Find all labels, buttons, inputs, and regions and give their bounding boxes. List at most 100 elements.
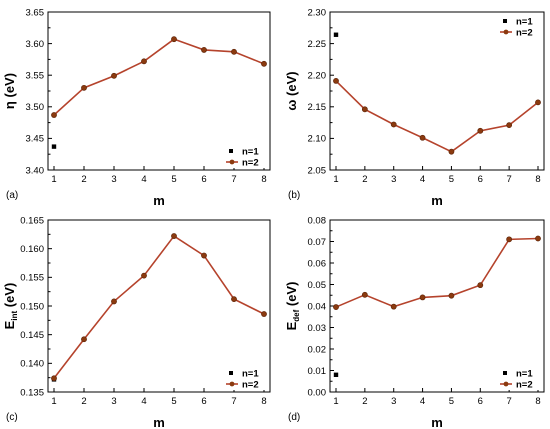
x-tick-label: 1	[51, 174, 56, 185]
data-point-n2	[419, 134, 426, 141]
y-tick-label: 0.150	[20, 301, 44, 312]
chart-panel-a: 3.40 3.45 3.50 3.55 3.60 3.65 1 2 3 4 5 6 7 8 m η (eV) (…	[2, 7, 271, 208]
series-line-n2	[335, 237, 539, 308]
data-point-n2	[141, 58, 147, 65]
y-tick-label: 0.00	[308, 387, 327, 398]
data-point-n2	[81, 336, 87, 343]
x-tick-label: 4	[420, 396, 425, 407]
x-tick-label: 8	[261, 396, 266, 407]
x-tick-label: 7	[231, 174, 236, 185]
y-tick-label: 0.05	[308, 280, 327, 291]
panel-letter: (a)	[6, 190, 18, 201]
data-point-n1	[333, 32, 339, 37]
data-point-n2	[51, 375, 57, 382]
x-tick-label: 7	[231, 396, 236, 407]
y-tick-label: 2.20	[308, 71, 327, 82]
y-axis-title: Edef (eV)	[284, 282, 301, 331]
y-tick-label: 3.55	[26, 71, 45, 82]
data-point-n2	[419, 294, 426, 301]
y-tick-label: 0.135	[20, 387, 44, 398]
x-tick-label: 2	[362, 396, 367, 407]
legend-label-n1: n=1	[516, 17, 533, 28]
x-tick-label: 5	[171, 396, 176, 407]
x-tick-label: 7	[506, 396, 511, 407]
x-axis-title: m	[431, 415, 443, 429]
legend-label-n1: n=1	[516, 369, 533, 380]
legend-label-n2: n=2	[516, 28, 533, 39]
data-point-n2	[111, 72, 117, 79]
x-tick-label: 1	[51, 396, 56, 407]
y-tick-label: 0.155	[20, 273, 44, 284]
data-point-n2	[81, 84, 87, 91]
y-tick-label: 0.160	[20, 244, 44, 255]
x-axis-title: m	[153, 415, 165, 429]
legend-marker-n2	[229, 159, 235, 165]
legend-marker-n2	[503, 29, 509, 35]
y-tick-label: 2.15	[308, 102, 327, 113]
y-tick-label: 0.03	[308, 323, 327, 334]
panel-letter: (c)	[6, 412, 18, 423]
x-tick-label: 4	[141, 396, 146, 407]
legend-marker-n1	[503, 371, 507, 375]
data-point-n2	[333, 77, 339, 84]
data-point-n2	[506, 122, 513, 129]
y-tick-label: 0.04	[308, 301, 327, 312]
data-point-n2	[231, 296, 237, 303]
data-point-n2	[201, 47, 207, 53]
legend-label-n1: n=1	[242, 147, 259, 158]
x-tick-label: 1	[333, 174, 338, 185]
data-point-n2	[201, 252, 207, 259]
data-point-n2	[111, 298, 117, 305]
y-tick-label: 0.140	[20, 359, 44, 370]
y-tick-label: 0.06	[308, 258, 327, 269]
legend: n=1n=2	[498, 14, 542, 39]
data-point-n2	[477, 282, 484, 289]
y-tick-label: 3.40	[26, 165, 45, 176]
legend-label-n1: n=1	[242, 369, 259, 380]
y-tick-label: 3.60	[26, 39, 45, 50]
data-point-n1	[333, 372, 339, 377]
legend-marker-n1	[229, 149, 233, 153]
y-tick-label: 2.10	[308, 134, 327, 145]
legend-marker-n2	[503, 381, 509, 387]
data-point-n2	[51, 112, 57, 118]
legend-label-n2: n=2	[242, 158, 259, 169]
data-point-n2	[535, 235, 541, 242]
x-tick-label: 6	[201, 174, 206, 185]
x-tick-label: 6	[201, 396, 206, 407]
legend-label-n2: n=2	[242, 380, 259, 391]
y-tick-label: 3.50	[26, 102, 45, 113]
x-tick-label: 5	[449, 174, 454, 185]
y-axis-title: η (eV)	[2, 73, 17, 109]
data-point-n2	[390, 121, 397, 128]
y-tick-label: 0.165	[20, 215, 44, 226]
legend-marker-n1	[503, 19, 507, 23]
data-point-n2	[448, 292, 455, 299]
data-point-n2	[390, 303, 397, 310]
data-point-n2	[333, 304, 339, 310]
series-line-n2	[53, 38, 265, 116]
x-axis-title: m	[431, 193, 443, 208]
x-tick-label: 8	[535, 396, 540, 407]
y-tick-label: 2.25	[308, 39, 327, 50]
panel-letter: (b)	[288, 190, 300, 201]
data-point-n2	[171, 233, 177, 239]
legend-marker-n1	[229, 371, 233, 375]
y-tick-label: 0.07	[308, 237, 327, 248]
y-tick-label: 0.08	[308, 215, 327, 226]
y-tick-label: 3.65	[26, 7, 45, 18]
data-point-n2	[171, 36, 177, 43]
x-tick-label: 8	[535, 174, 540, 185]
data-point-n2	[361, 291, 368, 298]
data-point-n2	[231, 48, 237, 55]
x-tick-label: 3	[391, 174, 396, 185]
y-axis-title: Eint (eV)	[2, 283, 19, 330]
panel-letter: (d)	[288, 412, 300, 423]
x-tick-label: 7	[506, 174, 511, 185]
x-tick-label: 4	[420, 174, 425, 185]
x-tick-label: 5	[449, 396, 454, 407]
data-point-n2	[448, 148, 455, 155]
legend-marker-n2	[229, 381, 235, 387]
x-tick-label: 8	[261, 174, 266, 185]
